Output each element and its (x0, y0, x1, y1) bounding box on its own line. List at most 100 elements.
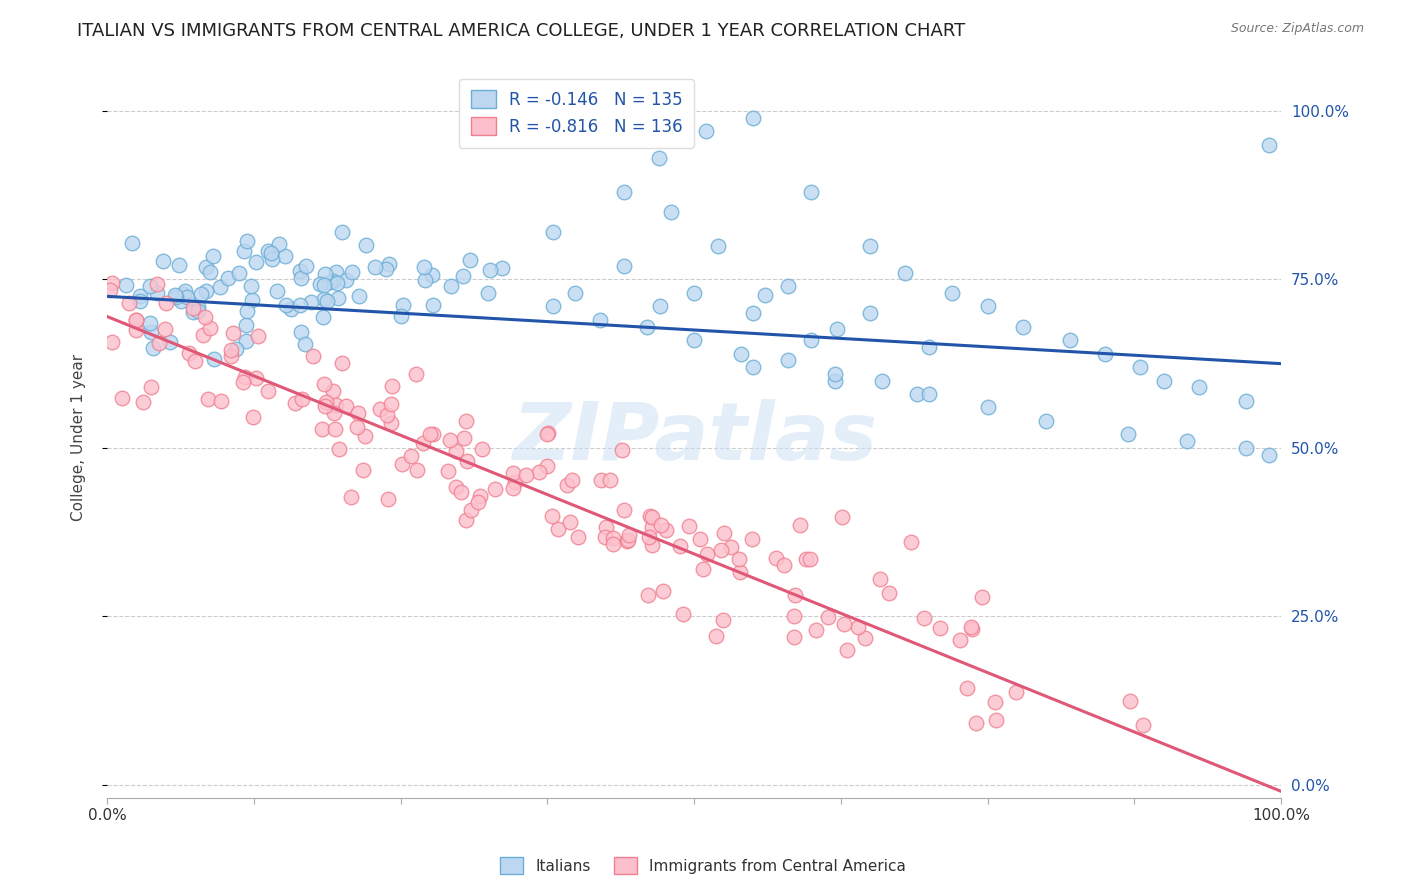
Point (415, 273, 437, 287)
Point (1094, 346, 1116, 360)
Point (900, 534, 922, 549)
Point (776, 279, 799, 293)
Point (260, 246, 283, 260)
Point (235, 235, 257, 249)
Point (352, 463, 374, 477)
Point (1188, 380, 1211, 394)
Point (541, 509, 564, 524)
Point (1129, 359, 1152, 374)
Point (128, 289, 150, 303)
Point (325, 276, 347, 290)
Point (322, 384, 344, 399)
Point (335, 399, 357, 413)
Point (710, 542, 733, 557)
Point (240, 279, 263, 293)
Point (541, 300, 564, 314)
Point (846, 620, 869, 634)
Point (235, 303, 257, 318)
Point (484, 483, 506, 497)
Point (335, 273, 357, 287)
Point (704, 629, 727, 643)
Point (741, 359, 763, 374)
Point (247, 329, 270, 343)
Point (713, 526, 735, 541)
Point (561, 473, 583, 487)
Point (121, 235, 143, 250)
Point (325, 265, 347, 279)
Point (219, 343, 242, 358)
Point (929, 621, 952, 635)
Point (651, 583, 673, 598)
Point (139, 316, 162, 330)
Point (328, 442, 350, 456)
Point (976, 300, 998, 314)
Point (328, 292, 350, 306)
Point (132, 394, 155, 409)
Legend: Italians, Immigrants from Central America: Italians, Immigrants from Central Americ… (494, 851, 912, 880)
Point (1035, 414, 1057, 428)
Point (405, 367, 427, 381)
Point (617, 533, 640, 547)
Point (502, 466, 524, 480)
Point (799, 552, 821, 566)
Point (1059, 333, 1081, 347)
Point (555, 478, 578, 492)
Point (650, 517, 672, 532)
Point (491, 260, 513, 275)
Point (783, 588, 806, 602)
Point (678, 518, 700, 533)
Point (209, 394, 232, 409)
Point (458, 253, 481, 268)
Point (454, 414, 477, 428)
Point (589, 473, 612, 487)
Point (314, 267, 336, 281)
Point (451, 269, 474, 284)
Point (257, 384, 280, 398)
Point (125, 313, 148, 327)
Point (536, 425, 558, 440)
Point (141, 380, 163, 394)
Point (284, 396, 307, 410)
Point (405, 462, 427, 476)
Point (976, 401, 998, 415)
Point (671, 607, 693, 621)
Point (422, 426, 444, 441)
Point (181, 297, 204, 311)
Point (460, 503, 482, 517)
Point (202, 351, 225, 366)
Point (824, 367, 846, 381)
Point (477, 286, 499, 301)
Point (1004, 684, 1026, 698)
Point (741, 306, 763, 320)
Point (101, 276, 124, 290)
Point (599, 473, 621, 487)
Point (354, 238, 377, 252)
Point (655, 523, 678, 537)
Point (235, 334, 257, 349)
Point (169, 258, 191, 272)
Point (610, 443, 633, 458)
Point (262, 252, 284, 266)
Point (720, 540, 742, 554)
Point (346, 420, 368, 434)
Point (941, 285, 963, 300)
Point (389, 309, 412, 323)
Point (1153, 374, 1175, 388)
Point (179, 345, 201, 359)
Point (640, 520, 662, 534)
Point (869, 572, 891, 586)
Point (776, 353, 799, 368)
Point (613, 259, 636, 273)
Point (115, 277, 138, 292)
Point (437, 464, 460, 478)
Point (877, 586, 900, 600)
Point (377, 491, 399, 506)
Point (831, 509, 853, 524)
Point (125, 312, 148, 326)
Point (1258, 448, 1281, 462)
Point (1234, 393, 1257, 408)
Point (190, 287, 212, 301)
Point (454, 513, 477, 527)
Point (728, 566, 751, 580)
Point (912, 611, 935, 625)
